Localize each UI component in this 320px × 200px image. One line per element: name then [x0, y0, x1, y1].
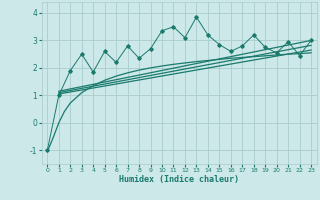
X-axis label: Humidex (Indice chaleur): Humidex (Indice chaleur) [119, 175, 239, 184]
